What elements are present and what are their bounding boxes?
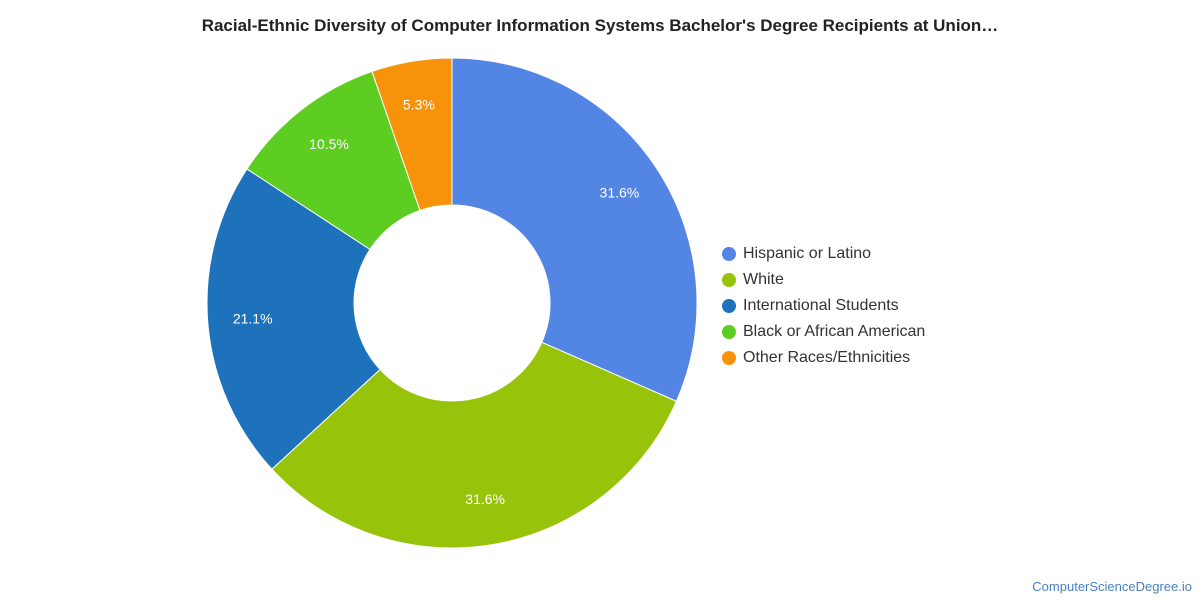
donut-slice-0: [451, 57, 698, 402]
legend-label: Hispanic or Latino: [743, 245, 872, 262]
donut-slice-1: [271, 341, 678, 549]
legend-swatch-icon: [722, 273, 736, 287]
legend-label: White: [743, 271, 784, 288]
legend-label: Other Races/Ethnicities: [743, 349, 911, 366]
chart-legend: Hispanic or Latino White International Stu…: [722, 241, 925, 371]
legend-item-1[interactable]: White: [722, 267, 925, 293]
slice-label-4: 5.3%: [403, 96, 435, 112]
legend-label: International Students: [743, 297, 899, 314]
slice-label-3: 10.5%: [309, 136, 349, 152]
legend-item-3[interactable]: Black or African American: [722, 319, 925, 345]
legend-item-4[interactable]: Other Races/Ethnicities: [722, 345, 925, 371]
legend-swatch-icon: [722, 325, 736, 339]
source-credit-link[interactable]: ComputerScienceDegree.io: [1032, 579, 1192, 594]
legend-swatch-icon: [722, 299, 736, 313]
legend-swatch-icon: [722, 351, 736, 365]
legend-swatch-icon: [722, 247, 736, 261]
legend-label: Black or African American: [743, 323, 926, 340]
legend-item-0[interactable]: Hispanic or Latino: [722, 241, 925, 267]
chart-title: Racial-Ethnic Diversity of Computer Info…: [201, 16, 999, 35]
donut-slice-4: [371, 57, 453, 212]
slice-label-1: 31.6%: [465, 491, 505, 507]
donut-slice-3: [246, 70, 421, 251]
slice-label-2: 21.1%: [233, 310, 273, 326]
legend-item-2[interactable]: International Students: [722, 293, 925, 319]
slice-label-0: 31.6%: [600, 184, 640, 200]
donut-slice-2: [206, 168, 381, 470]
